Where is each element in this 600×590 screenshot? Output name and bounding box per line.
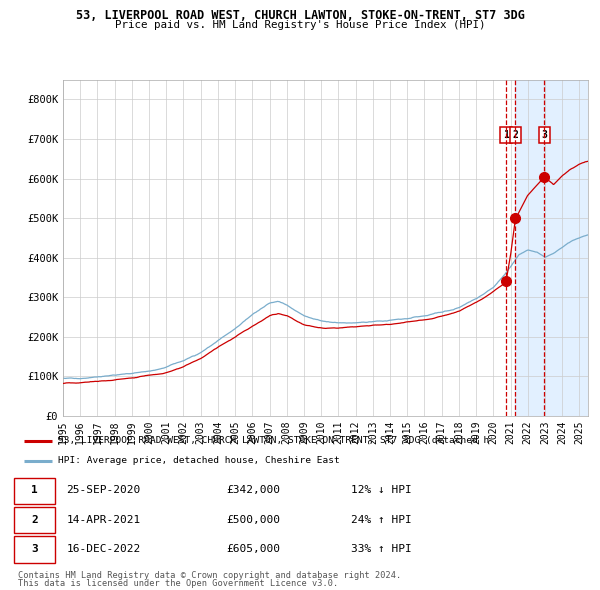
Text: 53, LIVERPOOL ROAD WEST, CHURCH LAWTON, STOKE-ON-TRENT, ST7 3DG (detached h: 53, LIVERPOOL ROAD WEST, CHURCH LAWTON, … <box>58 437 489 445</box>
Text: 3: 3 <box>541 130 547 140</box>
Text: 1: 1 <box>503 130 509 140</box>
Text: 14-APR-2021: 14-APR-2021 <box>66 514 140 525</box>
Text: 25-SEP-2020: 25-SEP-2020 <box>66 486 140 496</box>
Text: £342,000: £342,000 <box>226 486 280 496</box>
Bar <box>515 80 588 416</box>
Text: 16-DEC-2022: 16-DEC-2022 <box>66 544 140 554</box>
Text: Price paid vs. HM Land Registry's House Price Index (HPI): Price paid vs. HM Land Registry's House … <box>115 20 485 30</box>
Text: This data is licensed under the Open Government Licence v3.0.: This data is licensed under the Open Gov… <box>18 579 338 588</box>
FancyBboxPatch shape <box>14 507 55 533</box>
Text: 3: 3 <box>31 544 38 554</box>
FancyBboxPatch shape <box>14 536 55 563</box>
Text: 53, LIVERPOOL ROAD WEST, CHURCH LAWTON, STOKE-ON-TRENT, ST7 3DG: 53, LIVERPOOL ROAD WEST, CHURCH LAWTON, … <box>76 9 524 22</box>
Text: Contains HM Land Registry data © Crown copyright and database right 2024.: Contains HM Land Registry data © Crown c… <box>18 571 401 580</box>
Text: £605,000: £605,000 <box>226 544 280 554</box>
Text: 2: 2 <box>31 514 38 525</box>
Text: 1: 1 <box>31 486 38 496</box>
Text: £500,000: £500,000 <box>226 514 280 525</box>
Text: 12% ↓ HPI: 12% ↓ HPI <box>351 486 412 496</box>
Text: HPI: Average price, detached house, Cheshire East: HPI: Average price, detached house, Ches… <box>58 456 340 465</box>
Text: 2: 2 <box>512 130 518 140</box>
Text: 24% ↑ HPI: 24% ↑ HPI <box>351 514 412 525</box>
FancyBboxPatch shape <box>14 478 55 504</box>
Text: 33% ↑ HPI: 33% ↑ HPI <box>351 544 412 554</box>
